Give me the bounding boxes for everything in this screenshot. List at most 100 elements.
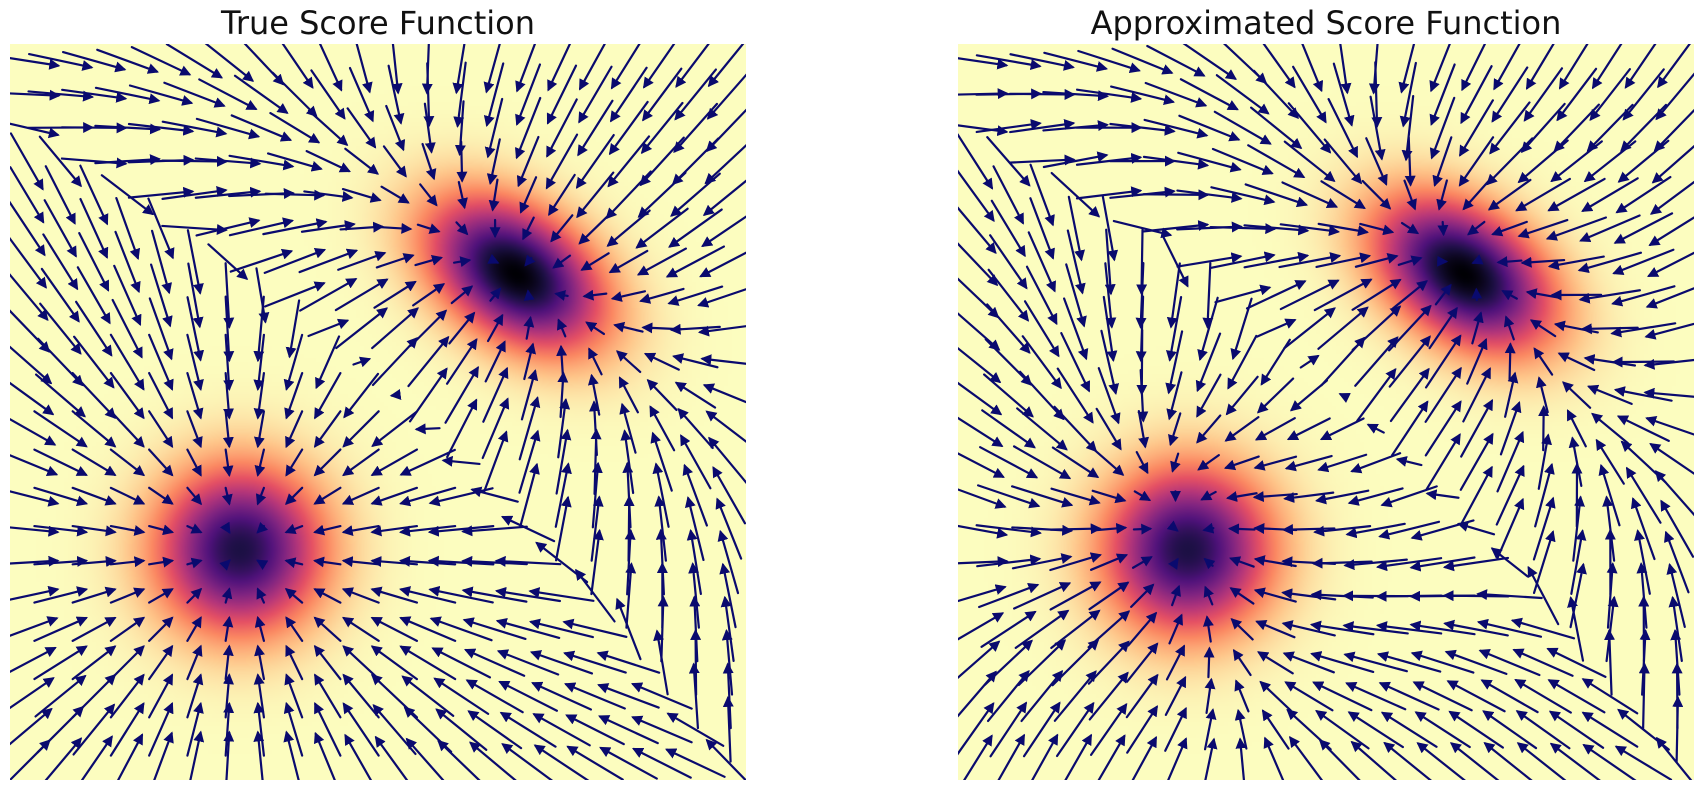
quiver-arrow [1060,332,1091,393]
quiver-arrow [1409,620,1476,636]
quiver-arrow [370,673,419,719]
quiver-arrow [1195,332,1222,393]
quiver-arrow [556,344,568,378]
quiver-arrow [625,562,637,629]
quiver-arrow [96,48,159,74]
quiver-arrow [992,165,1024,225]
quiver-arrow [1598,463,1621,527]
quiver-arrow [1200,490,1217,501]
quiver-arrow [1444,649,1508,675]
quiver-arrow [198,78,258,111]
quiver-arrow [1643,358,1694,370]
quiver-arrow [1504,342,1516,381]
quiver-arrow [1339,44,1352,95]
quiver-arrow [958,381,1003,416]
quiver-arrow [565,714,625,746]
quiver-arrow [1049,552,1102,572]
quiver-arrow [515,44,537,93]
quiver-arrow [10,166,45,224]
quiver-arrow [546,98,578,158]
quiver-arrow [307,318,350,338]
quiver-arrow [469,741,517,780]
quiver-arrow [10,585,60,601]
quiver-arrow [399,616,457,642]
quiver-arrow [194,186,262,199]
quiver-arrow [958,242,999,287]
quiver-arrow [375,253,415,269]
quiver-arrow [1214,284,1272,304]
quiver-arrow [1281,181,1339,209]
quiver-arrow [1315,489,1370,505]
quiver-arrow [1516,742,1567,780]
quiver-arrow [153,731,174,780]
quiver-arrow [1378,520,1441,540]
quiver-arrow [1168,613,1183,645]
quiver-arrow [243,44,285,86]
quiver-arrow [653,629,669,696]
quiver-arrow [1503,315,1515,341]
quiver-arrow [109,333,145,391]
quiver-arrow [590,528,604,596]
quiver-arrow [44,737,83,780]
quiver-arrow [313,524,342,536]
quiver-arrow [1255,620,1296,639]
quiver-arrow [10,707,53,746]
quiver-arrow [1097,367,1121,425]
quiver-arrow [1254,417,1296,441]
quiver-arrow [283,730,300,780]
quiver-arrow [978,582,1040,609]
quiver-arrow [642,44,676,89]
quiver-arrow [1253,587,1297,603]
quiver-arrow [263,248,327,275]
quiver-arrow [1630,497,1656,561]
quiver-arrow [113,264,142,326]
quiver-arrow [1547,177,1606,212]
quiver-arrow [337,250,387,271]
quiver-arrow [263,281,326,308]
quiver-arrow [254,448,266,477]
quiver-arrow [579,44,606,91]
quiver-arrow [10,132,44,191]
quiver-arrow [1443,619,1509,637]
quiver-arrow [1378,681,1440,711]
quiver-arrow [699,251,746,278]
quiver-arrow [1350,740,1398,780]
quiver-arrow [1638,662,1650,730]
quiver-arrow [682,463,708,527]
quiver-arrow [450,285,474,305]
quiver-arrow [705,108,746,153]
quiver-arrow [1359,222,1395,236]
quiver-arrow [1101,195,1119,262]
quiver-arrow [1429,96,1456,160]
quiver-arrow [1165,330,1184,395]
quiver-arrow [1133,490,1152,501]
quiver-arrow [1292,65,1327,124]
quiver-arrow [963,734,993,780]
quiver-arrow [222,448,234,477]
quiver-arrow [610,290,646,302]
quiver-arrow [649,405,676,452]
quiver-arrow [300,220,356,233]
quiver-arrow [1166,371,1183,421]
quiver-arrow [1126,705,1158,754]
quiver-arrow [1319,417,1365,441]
quiver-arrow [10,454,59,477]
quiver-arrow [1136,228,1148,296]
quiver-arrow [1538,405,1550,452]
quiver-arrow [1049,581,1102,611]
quiver-arrow [680,434,712,490]
quiver-arrow [284,587,304,604]
quiver-arrow [483,62,505,128]
quiver-arrow [94,154,162,166]
quiver-arrow [958,702,995,756]
quiver-arrow [688,562,700,629]
quiver-arrow [342,702,380,757]
quiver-arrow [1668,595,1683,663]
quiver-arrow [1025,265,1058,326]
quiver-arrow [1164,675,1187,716]
quiver-arrow [665,245,725,278]
quiver-arrow [1203,646,1215,679]
quiver-arrow [1398,44,1416,94]
quiver-arrow [1283,307,1336,350]
quiver-arrow [452,44,466,95]
